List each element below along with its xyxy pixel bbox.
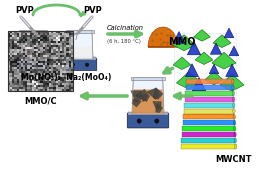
Bar [174, 33, 236, 95]
Polygon shape [147, 88, 159, 100]
Polygon shape [132, 78, 164, 114]
Polygon shape [213, 35, 231, 48]
Bar [131, 77, 165, 80]
Polygon shape [224, 28, 234, 38]
Bar [183, 115, 234, 119]
FancyBboxPatch shape [16, 58, 50, 71]
Text: PVP: PVP [83, 6, 102, 15]
Polygon shape [194, 29, 210, 41]
Bar [182, 120, 235, 125]
Bar [66, 29, 94, 33]
Polygon shape [212, 52, 236, 69]
Polygon shape [192, 77, 206, 91]
Bar [17, 57, 49, 60]
Circle shape [137, 119, 142, 123]
Text: Mn(NO₃)₂  Na₂(MoO₄): Mn(NO₃)₂ Na₂(MoO₄) [21, 73, 111, 82]
Polygon shape [210, 43, 222, 54]
Bar [186, 79, 233, 84]
Bar [8, 31, 73, 91]
Polygon shape [205, 72, 223, 85]
Ellipse shape [233, 109, 235, 114]
Bar [185, 85, 233, 90]
FancyBboxPatch shape [127, 113, 169, 128]
Polygon shape [209, 64, 219, 74]
Ellipse shape [232, 85, 234, 90]
Polygon shape [185, 64, 198, 77]
Polygon shape [173, 35, 196, 51]
Ellipse shape [233, 115, 235, 119]
Ellipse shape [231, 79, 234, 84]
Polygon shape [68, 46, 93, 59]
Text: MWCNT: MWCNT [215, 155, 251, 164]
Ellipse shape [234, 132, 236, 137]
FancyBboxPatch shape [63, 58, 97, 71]
Text: Calcination: Calcination [107, 25, 144, 31]
Circle shape [71, 63, 75, 67]
Text: MMO: MMO [168, 37, 196, 47]
Polygon shape [132, 90, 164, 114]
Polygon shape [136, 89, 150, 102]
Ellipse shape [234, 144, 237, 149]
Circle shape [155, 119, 159, 123]
Polygon shape [226, 64, 238, 77]
Ellipse shape [233, 120, 236, 125]
Polygon shape [153, 101, 161, 110]
Bar [128, 112, 168, 115]
Bar [184, 109, 234, 114]
Ellipse shape [234, 126, 236, 131]
Polygon shape [148, 27, 178, 47]
Text: MMO/C: MMO/C [24, 97, 57, 106]
Polygon shape [132, 99, 142, 107]
Polygon shape [195, 52, 213, 64]
Bar [64, 57, 96, 60]
Polygon shape [173, 57, 191, 70]
Bar [181, 144, 235, 149]
Polygon shape [153, 88, 163, 99]
Ellipse shape [232, 91, 235, 96]
Polygon shape [141, 94, 147, 101]
Bar [184, 103, 234, 108]
Circle shape [38, 63, 42, 67]
Polygon shape [173, 32, 185, 43]
Polygon shape [20, 31, 46, 59]
Bar [182, 126, 235, 131]
Ellipse shape [234, 138, 236, 143]
Bar [19, 29, 47, 33]
Polygon shape [67, 31, 93, 59]
Bar [185, 91, 233, 96]
Text: (6 h, 180 °C): (6 h, 180 °C) [107, 39, 141, 44]
Text: PVP: PVP [15, 6, 34, 15]
Polygon shape [176, 72, 202, 89]
Polygon shape [20, 44, 45, 59]
Bar [185, 97, 234, 102]
Polygon shape [187, 41, 201, 55]
Polygon shape [131, 91, 142, 102]
Bar [181, 132, 235, 137]
Ellipse shape [232, 97, 235, 102]
Polygon shape [229, 46, 239, 56]
Circle shape [85, 63, 89, 67]
Ellipse shape [232, 103, 235, 108]
Polygon shape [220, 74, 244, 91]
Polygon shape [156, 104, 163, 113]
Bar [181, 138, 235, 143]
Circle shape [24, 63, 28, 67]
